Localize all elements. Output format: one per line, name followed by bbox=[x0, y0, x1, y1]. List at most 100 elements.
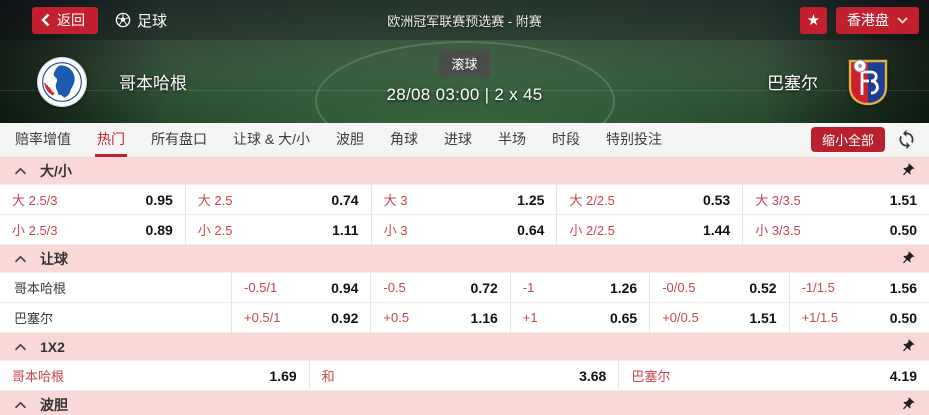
odds-cell-小 2.5[interactable]: 小 2.5 1.11 bbox=[186, 215, 372, 244]
favorite-button[interactable]: ★ bbox=[800, 6, 827, 34]
tab-时段[interactable]: 时段 bbox=[552, 130, 581, 147]
sport-selector[interactable]: 足球 bbox=[115, 10, 167, 31]
refresh-button[interactable] bbox=[895, 129, 917, 151]
home-team-logo bbox=[37, 56, 87, 107]
odds-cell--0.5[interactable]: -0.5 0.72 bbox=[371, 273, 511, 302]
odds-value: 0.52 bbox=[749, 279, 777, 296]
odds-cell-+1[interactable]: +1 0.65 bbox=[511, 303, 651, 332]
odds-value: 0.72 bbox=[470, 279, 498, 296]
odds-cell--0.5/1[interactable]: -0.5/1 0.94 bbox=[232, 273, 372, 302]
section-title: 波胆 bbox=[40, 396, 68, 413]
odds-label: 小 2.5/3 bbox=[12, 223, 58, 238]
topbar-actions: ★ 香港盘 bbox=[800, 6, 919, 34]
section-header-让球[interactable]: 让球 bbox=[0, 245, 929, 273]
league-title: 欧洲冠军联赛预选赛 - 附赛 bbox=[387, 13, 542, 29]
odds-label: 大 2.5/3 bbox=[12, 193, 58, 208]
chevron-up-icon bbox=[14, 401, 27, 408]
odds-cell-+0.5[interactable]: +0.5 1.16 bbox=[371, 303, 511, 332]
odds-cell-大 3[interactable]: 大 3 1.25 bbox=[372, 185, 558, 214]
pin-icon bbox=[903, 339, 915, 352]
back-label: 返回 bbox=[57, 12, 85, 28]
odds-cell--0/0.5[interactable]: -0/0.5 0.52 bbox=[650, 273, 790, 302]
odds-cell--1[interactable]: -1 1.26 bbox=[511, 273, 651, 302]
pin-section-button[interactable] bbox=[900, 163, 915, 178]
odds-cell-和[interactable]: 和 3.68 bbox=[310, 361, 620, 390]
odds-cell-小 3[interactable]: 小 3 0.64 bbox=[372, 215, 558, 244]
tabbar-actions: 缩小全部 bbox=[810, 127, 917, 152]
pin-section-button[interactable] bbox=[900, 251, 915, 266]
odds-label: -0.5/1 bbox=[244, 280, 278, 295]
back-button[interactable]: 返回 bbox=[32, 6, 98, 34]
tab-波胆[interactable]: 波胆 bbox=[336, 130, 365, 147]
team-name-cell: 巴塞尔 bbox=[0, 303, 232, 332]
odds-cell-小 3/3.5[interactable]: 小 3/3.5 0.50 bbox=[743, 215, 929, 244]
pin-section-button[interactable] bbox=[900, 397, 915, 412]
chevron-up-icon bbox=[14, 255, 27, 262]
tab-让球 & 大/小[interactable]: 让球 & 大/小 bbox=[233, 130, 311, 147]
odds-cell-+1/1.5[interactable]: +1/1.5 0.50 bbox=[790, 303, 929, 332]
tab-进球[interactable]: 进球 bbox=[444, 130, 473, 147]
odds-label: -0/0.5 bbox=[662, 280, 696, 295]
market-tab-bar: 赔率增值 热门 所有盘口 让球 & 大/小 波胆 角球 进球 半场 时段 特别投注 缩小全部 bbox=[0, 123, 929, 157]
odds-value: 0.92 bbox=[331, 309, 359, 326]
tab-赔率增值[interactable]: 赔率增值 bbox=[15, 130, 71, 147]
market-type-label: 香港盘 bbox=[847, 12, 889, 28]
match-status: 滚球 28/08 03:00 | 2 x 45 bbox=[387, 50, 543, 105]
tab-热门[interactable]: 热门 bbox=[84, 123, 138, 157]
odds-label: +0.5/1 bbox=[244, 310, 281, 325]
odds-value: 1.51 bbox=[889, 191, 917, 208]
star-icon: ★ bbox=[806, 11, 821, 29]
section-header-大/小[interactable]: 大/小 bbox=[0, 157, 929, 185]
odds-row: 哥本哈根 1.69 和 3.68 巴塞尔 4.19 bbox=[0, 361, 929, 391]
odds-cell-哥本哈根[interactable]: 哥本哈根 1.69 bbox=[0, 361, 310, 390]
tab-特别投注[interactable]: 特别投注 bbox=[606, 130, 663, 147]
chevron-down-icon bbox=[897, 16, 908, 24]
odds-value: 0.50 bbox=[889, 221, 917, 238]
live-badge: 滚球 bbox=[439, 50, 490, 77]
odds-value: 1.44 bbox=[702, 221, 731, 238]
section-header-波胆[interactable]: 波胆 bbox=[0, 391, 929, 415]
tab-角球[interactable]: 角球 bbox=[390, 130, 419, 147]
kickoff-time: 28/08 03:00 | 2 x 45 bbox=[386, 85, 543, 104]
tab-所有盘口[interactable]: 所有盘口 bbox=[151, 130, 207, 147]
tab-list: 赔率增值 热门 所有盘口 让球 & 大/小 波胆 角球 进球 半场 时段 特别投注 bbox=[2, 123, 675, 157]
odds-cell-小 2/2.5[interactable]: 小 2/2.5 1.44 bbox=[557, 215, 744, 244]
pin-section-button[interactable] bbox=[900, 339, 915, 354]
odds-label: +1/1.5 bbox=[801, 310, 839, 325]
collapse-all-button[interactable]: 缩小全部 bbox=[810, 127, 885, 152]
odds-cell-+0/0.5[interactable]: +0/0.5 1.51 bbox=[650, 303, 790, 332]
odds-cell-大 2/2.5[interactable]: 大 2/2.5 0.53 bbox=[557, 185, 744, 214]
odds-label: +1 bbox=[522, 310, 538, 325]
odds-cell-小 2.5/3[interactable]: 小 2.5/3 0.89 bbox=[0, 215, 186, 244]
odds-cell-大 3/3.5[interactable]: 大 3/3.5 1.51 bbox=[743, 185, 929, 214]
odds-label: 大 3/3.5 bbox=[755, 193, 801, 208]
odds-cell-大 2.5[interactable]: 大 2.5 0.74 bbox=[186, 185, 372, 214]
chevron-up-icon bbox=[14, 343, 27, 350]
market-type-dropdown[interactable]: 香港盘 bbox=[836, 6, 919, 34]
odds-row: 哥本哈根 -0.5/1 0.94 -0.5 0.72 -1 1.26 -0/0.5 0.52 -1… bbox=[0, 273, 929, 303]
pin-icon bbox=[903, 163, 915, 176]
away-team: 巴塞尔 bbox=[767, 57, 889, 107]
odds-cell-+0.5/1[interactable]: +0.5/1 0.92 bbox=[232, 303, 372, 332]
pin-icon bbox=[903, 251, 915, 264]
odds-label: 小 2.5 bbox=[197, 223, 233, 238]
odds-sections: 大/小大 2.5/3 0.95 大 2.5 0.74 大 3 1.25 大 2/2.5 0.5… bbox=[0, 157, 929, 415]
section-title: 1X2 bbox=[40, 338, 65, 355]
odds-label: 小 2/2.5 bbox=[569, 223, 615, 238]
odds-row: 巴塞尔 +0.5/1 0.92 +0.5 1.16 +1 0.65 +0/0.5 1.51 +1/… bbox=[0, 303, 929, 333]
odds-cell--1/1.5[interactable]: -1/1.5 1.56 bbox=[790, 273, 929, 302]
odds-value: 1.11 bbox=[332, 221, 359, 238]
odds-cell-大 2.5/3[interactable]: 大 2.5/3 0.95 bbox=[0, 185, 186, 214]
chevron-left-icon bbox=[41, 13, 50, 27]
odds-value: 0.89 bbox=[145, 221, 173, 238]
odds-label: -1/1.5 bbox=[801, 280, 835, 295]
odds-label: -0.5 bbox=[383, 280, 406, 295]
tab-半场[interactable]: 半场 bbox=[498, 130, 527, 147]
section-header-1X2[interactable]: 1X2 bbox=[0, 333, 929, 361]
odds-label: 巴塞尔 bbox=[631, 369, 671, 384]
odds-cell-巴塞尔[interactable]: 巴塞尔 4.19 bbox=[619, 361, 929, 390]
odds-value: 4.19 bbox=[889, 367, 917, 384]
odds-label: 大 2.5 bbox=[197, 193, 233, 208]
odds-label: +0/0.5 bbox=[662, 310, 699, 325]
odds-value: 1.69 bbox=[269, 367, 297, 384]
